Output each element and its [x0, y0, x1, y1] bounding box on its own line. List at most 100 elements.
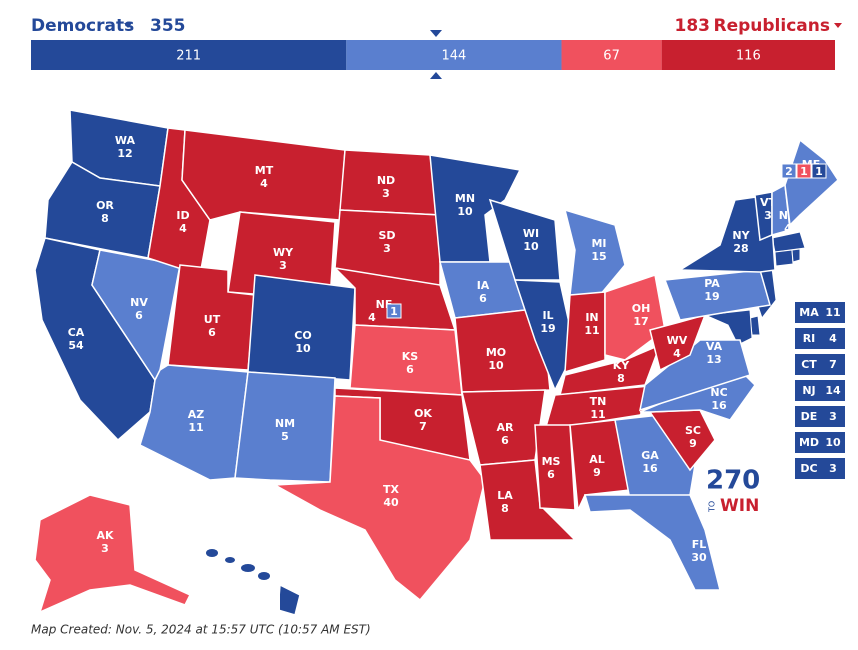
- state-ev: 8: [617, 372, 625, 385]
- small-state-abbr: MD: [799, 436, 819, 449]
- state-shape[interactable]: [277, 583, 301, 616]
- state-shape[interactable]: [774, 249, 794, 267]
- state-abbr: WV: [667, 334, 688, 347]
- state-ev: 6: [547, 468, 555, 481]
- small-state-box[interactable]: [795, 302, 845, 323]
- state-ev: 16: [642, 462, 658, 475]
- state-shape[interactable]: [703, 309, 753, 346]
- footer-note: Map Created: Nov. 5, 2024 at 15:57 UTC (…: [31, 623, 371, 637]
- state-ev: 54: [68, 339, 84, 352]
- state-shape[interactable]: [583, 494, 721, 591]
- small-state-ev: 14: [825, 384, 841, 397]
- state-ev: 4: [673, 347, 681, 360]
- state-ev: 19: [540, 322, 555, 335]
- state-shape[interactable]: [479, 459, 577, 541]
- state-abbr: MN: [455, 192, 475, 205]
- state-abbr: AZ: [188, 408, 205, 421]
- state-shape[interactable]: [559, 343, 662, 396]
- small-state-list: MA 11 RI 4 CT 7 NJ 14 DE 3 MD 10 DC 3: [795, 302, 845, 479]
- state-shape[interactable]: [272, 395, 486, 602]
- bar-segment: [661, 40, 835, 70]
- midpoint-marker: [430, 30, 442, 37]
- state-ev: 6: [406, 363, 414, 376]
- state-abbr: TN: [590, 395, 607, 408]
- state-ev: 4: [260, 177, 268, 190]
- district-box[interactable]: [796, 163, 812, 179]
- state-shape[interactable]: [488, 198, 561, 281]
- state-shape[interactable]: [771, 183, 791, 236]
- state-ev: 3: [279, 259, 287, 272]
- district-box[interactable]: [386, 303, 402, 319]
- state-ev: 3: [764, 209, 772, 222]
- state-ev: 10: [523, 240, 539, 253]
- small-state-ev: 3: [829, 462, 837, 475]
- ev-bar: 211 144 67 116: [31, 40, 835, 70]
- right-total: 183: [675, 16, 711, 36]
- state-ev: 6: [135, 309, 143, 322]
- label-backdrop: [260, 586, 280, 614]
- state-shape[interactable]: [564, 291, 606, 374]
- bar-segment: [346, 40, 562, 70]
- small-state-box[interactable]: [795, 406, 845, 427]
- state-ev: 6: [501, 434, 509, 447]
- dropdown-icon[interactable]: [834, 23, 842, 28]
- district-box[interactable]: [781, 163, 797, 179]
- state-shape[interactable]: [784, 138, 839, 227]
- small-state-abbr: CT: [801, 358, 817, 371]
- small-state-abbr: RI: [803, 332, 816, 345]
- state-abbr: ID: [176, 209, 189, 222]
- state-abbr: OR: [96, 199, 114, 212]
- segment-label: 116: [736, 49, 761, 64]
- small-state-abbr: NJ: [802, 384, 815, 397]
- small-state-ev: 3: [829, 410, 837, 423]
- state-shape[interactable]: [34, 494, 192, 614]
- left-label[interactable]: Democrats: [31, 16, 134, 36]
- logo-number: 270: [706, 466, 760, 496]
- state-abbr: OH: [632, 302, 651, 315]
- state-ev: 13: [706, 353, 721, 366]
- dropdown-icon[interactable]: [124, 23, 132, 28]
- state-ev: 8: [101, 212, 109, 225]
- state-ev: 28: [733, 242, 748, 255]
- left-total: 355: [150, 16, 186, 36]
- district-box[interactable]: [811, 163, 827, 179]
- state-abbr: IL: [542, 309, 553, 322]
- small-state-box[interactable]: [795, 328, 845, 349]
- state-abbr: TX: [383, 483, 400, 496]
- state-ev: 9: [689, 437, 697, 450]
- state-abbr: FL: [692, 538, 707, 551]
- state-abbr: MT: [255, 164, 274, 177]
- island-shape: [241, 564, 255, 572]
- state-shape[interactable]: [649, 313, 707, 372]
- state-ev: 8: [501, 502, 509, 515]
- small-state-box[interactable]: [795, 354, 845, 375]
- small-state-box[interactable]: [795, 432, 845, 453]
- state-ev: 4: [784, 222, 792, 235]
- state-abbr: VA: [706, 340, 723, 353]
- state-abbr: CA: [68, 326, 85, 339]
- state-shape[interactable]: [791, 248, 801, 263]
- state-ev: 19: [704, 290, 719, 303]
- state-shape[interactable]: [604, 274, 666, 361]
- state-abbr: CO: [294, 329, 311, 342]
- state-shape[interactable]: [569, 419, 631, 513]
- logo-to: TO: [708, 501, 717, 513]
- bar-segment: [31, 40, 347, 70]
- state-abbr: SD: [378, 229, 395, 242]
- state-shape[interactable]: [543, 384, 662, 431]
- state-shape[interactable]: [234, 371, 336, 483]
- right-label[interactable]: Republicans: [714, 16, 831, 36]
- small-state-abbr: DC: [800, 462, 817, 475]
- state-abbr: WY: [273, 246, 294, 259]
- small-state-box[interactable]: [795, 380, 845, 401]
- district-ev: 2: [785, 165, 793, 178]
- state-ev: 3: [382, 187, 390, 200]
- state-shape[interactable]: [247, 274, 356, 381]
- state-shape[interactable]: [534, 424, 576, 511]
- small-state-box[interactable]: [795, 458, 845, 479]
- state-ev: 11: [590, 408, 605, 421]
- state-abbr: NC: [710, 386, 727, 399]
- state-abbr: KY: [613, 359, 631, 372]
- state-shape[interactable]: [663, 269, 771, 321]
